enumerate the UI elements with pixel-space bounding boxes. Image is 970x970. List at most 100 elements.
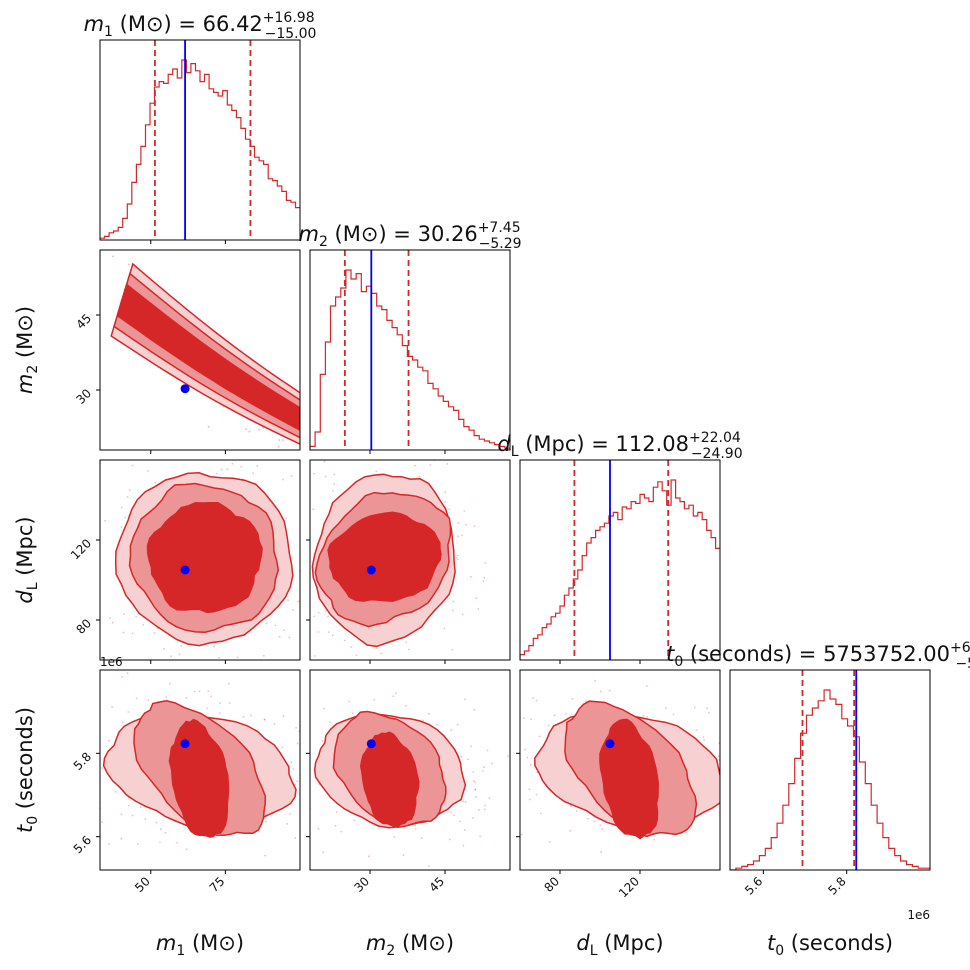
density-m1-m2 [110, 255, 306, 452]
sample-point [464, 801, 467, 803]
sample-point [273, 822, 275, 824]
sample-point [63, 761, 65, 763]
sample-point [483, 766, 485, 769]
sample-point [722, 780, 724, 782]
title-dL: dL (Mpc) = 112.08+22.04 −24.90 [497, 430, 742, 462]
sample-point [302, 554, 304, 556]
sample-point [532, 697, 535, 699]
sample-point [308, 573, 310, 575]
sample-point [529, 764, 532, 766]
x-tick-label-m2: 45 [426, 874, 447, 895]
sample-point [461, 534, 463, 537]
truth-marker [366, 565, 376, 575]
sample-point [282, 478, 284, 481]
sample-point [164, 831, 167, 834]
sample-point [150, 384, 152, 386]
title-minus: −5.29 [479, 236, 522, 252]
sample-point [645, 684, 648, 687]
sample-point [452, 600, 455, 603]
sample-point [264, 854, 267, 857]
sample-point [273, 723, 276, 725]
title-subscript: 2 [319, 234, 328, 250]
sample-point [104, 519, 107, 522]
sample-point [790, 698, 792, 700]
sample-point [528, 788, 531, 791]
sample-point [429, 464, 432, 466]
sample-point [469, 575, 472, 578]
sample-point [228, 702, 231, 704]
sample-point [304, 450, 306, 452]
sample-point [307, 777, 309, 779]
sample-point [192, 665, 194, 667]
sample-point [536, 771, 539, 774]
sample-point [456, 558, 459, 561]
sample-point [422, 719, 424, 722]
sample-point [84, 427, 86, 429]
y-tick-label-dL: 80 [73, 616, 94, 637]
sample-point [355, 654, 358, 657]
sample-point [263, 718, 266, 721]
sample-point [213, 645, 216, 648]
x-tick-label-dL: 120 [616, 874, 642, 900]
sample-point [89, 783, 91, 785]
sample-point [294, 837, 297, 839]
sample-point [321, 739, 324, 742]
sample-point [127, 711, 130, 713]
sample-point [350, 646, 352, 648]
sample-point [147, 470, 149, 472]
sample-point [472, 780, 475, 782]
sample-point [520, 833, 523, 836]
sample-point [538, 735, 541, 738]
sample-point [252, 472, 255, 475]
sample-point [348, 700, 351, 703]
sample-point [483, 808, 486, 811]
panel-frame [99, 39, 301, 241]
sample-point [274, 612, 276, 614]
sample-point [278, 439, 281, 441]
sample-point [312, 782, 314, 784]
sample-point [456, 723, 459, 726]
sample-point [127, 263, 130, 266]
sample-point [731, 746, 733, 748]
sample-point [85, 729, 87, 731]
sample-point [457, 521, 460, 524]
sample-point [114, 790, 117, 793]
sample-point [126, 496, 129, 498]
y-tick-label-m2: 45 [73, 311, 94, 332]
sample-point [457, 535, 460, 538]
sample-point [277, 445, 280, 448]
sample-point [321, 735, 323, 737]
sample-point [328, 631, 330, 634]
sample-point [317, 827, 320, 830]
sample-point [128, 489, 131, 491]
sample-point [418, 475, 421, 478]
sample-point [126, 672, 129, 675]
sample-point [304, 786, 306, 788]
sample-point [313, 723, 315, 725]
y-tick-label-m2: 30 [73, 386, 94, 407]
sample-point [206, 445, 208, 447]
sample-point [486, 749, 489, 752]
sample-point [535, 793, 538, 796]
sample-point [262, 654, 265, 657]
sample-point [108, 843, 111, 845]
sample-point [407, 648, 410, 651]
sample-point [131, 632, 134, 635]
sample-point [411, 676, 413, 678]
sample-point [312, 508, 315, 511]
sample-point [444, 491, 447, 494]
sample-point [751, 762, 753, 764]
sample-point [120, 506, 123, 509]
sample-point [594, 679, 597, 682]
sample-point [540, 812, 542, 815]
sample-point [207, 425, 210, 428]
sample-point [231, 462, 234, 465]
sample-point [343, 639, 346, 642]
sample-point [570, 805, 572, 807]
sample-point [351, 712, 354, 715]
sample-point [373, 698, 376, 701]
sample-point [64, 511, 66, 513]
title-plus: +625 [950, 640, 970, 656]
title-unit: (seconds) = 5753752.00 [683, 642, 950, 666]
sample-point [741, 759, 743, 761]
